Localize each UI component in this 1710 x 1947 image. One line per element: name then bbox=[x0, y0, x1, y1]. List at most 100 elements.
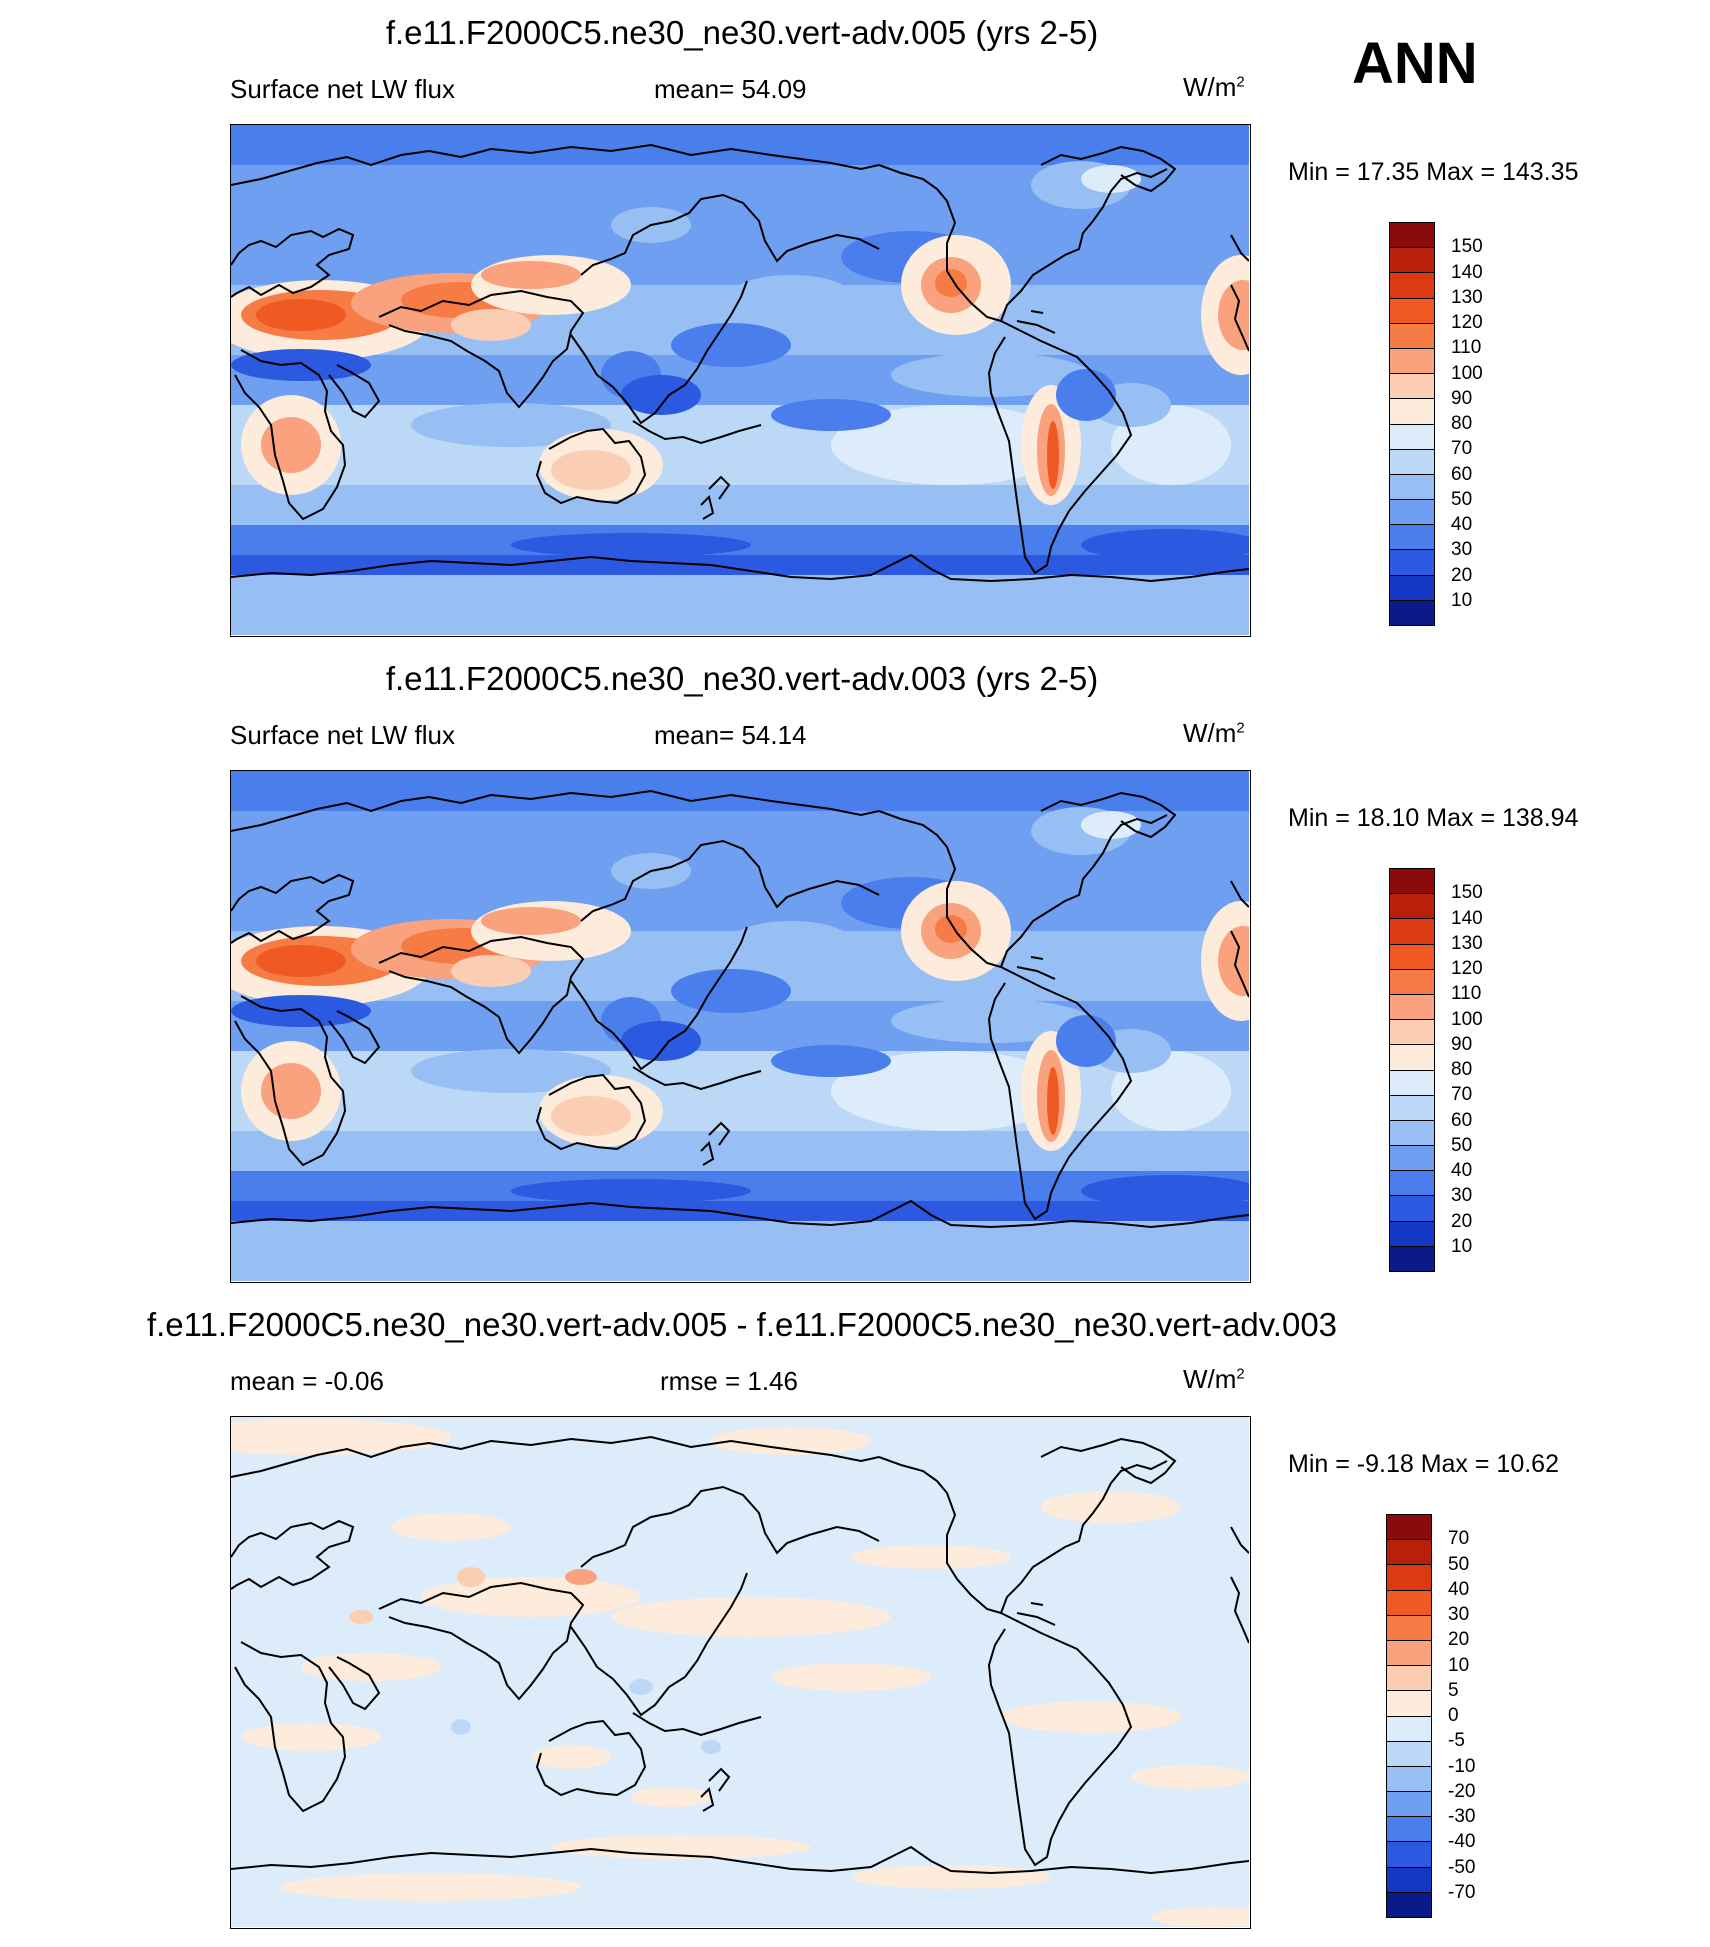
colorbar-tick-label: 10 bbox=[1451, 1235, 1473, 1257]
panel-title: f.e11.F2000C5.ne30_ne30.vert-adv.005 - f… bbox=[146, 1306, 1338, 1343]
min-max-label: Min = 17.35 Max = 143.35 bbox=[1288, 158, 1579, 186]
colorbar-box bbox=[1390, 1045, 1434, 1071]
colorbar-box bbox=[1390, 348, 1434, 375]
colorbar-tick-label: -50 bbox=[1448, 1856, 1476, 1878]
colorbar-tick-label: -20 bbox=[1448, 1780, 1476, 1802]
colorbar-box bbox=[1387, 1716, 1431, 1742]
map-plot bbox=[230, 124, 1251, 637]
colorbar-tick-label: 150 bbox=[1451, 236, 1483, 258]
colorbar-tick-label: 20 bbox=[1451, 564, 1473, 586]
colorbar-box bbox=[1390, 474, 1434, 501]
colorbar-tick-label: 70 bbox=[1451, 1084, 1473, 1106]
colorbar-box bbox=[1387, 1590, 1431, 1616]
colorbar-box bbox=[1390, 1070, 1434, 1096]
colorbar-box bbox=[1390, 600, 1434, 625]
colorbar-box bbox=[1390, 894, 1434, 920]
colorbar-box bbox=[1390, 374, 1434, 400]
min-max-label: Min = -9.18 Max = 10.62 bbox=[1288, 1450, 1559, 1478]
units-base: W/m bbox=[1183, 72, 1237, 102]
colorbar-box bbox=[1390, 1095, 1434, 1121]
colorbar-tick-label: 70 bbox=[1448, 1528, 1470, 1550]
panel-title: f.e11.F2000C5.ne30_ne30.vert-adv.005 (yr… bbox=[385, 14, 1099, 51]
colorbar-tick-label: 40 bbox=[1451, 1160, 1473, 1181]
colorbar-tick-label: 140 bbox=[1451, 907, 1483, 929]
colorbar-tick-label: 100 bbox=[1451, 362, 1483, 384]
colorbar-box bbox=[1390, 944, 1434, 970]
colorbar-box bbox=[1387, 1817, 1431, 1843]
colorbar-box bbox=[1387, 1867, 1431, 1893]
colorbar-box bbox=[1387, 1792, 1431, 1818]
colorbar-box bbox=[1390, 298, 1434, 324]
colorbar-box bbox=[1390, 550, 1434, 576]
colorbar-box bbox=[1390, 424, 1434, 450]
colorbar-box bbox=[1390, 994, 1434, 1021]
colorbar-box bbox=[1387, 1766, 1431, 1793]
colorbar-tick-label: 60 bbox=[1451, 1109, 1473, 1131]
colorbar-box bbox=[1390, 399, 1434, 425]
colorbar-tick-label: 40 bbox=[1448, 1578, 1470, 1600]
colorbar-box bbox=[1387, 1540, 1431, 1566]
colorbar-box bbox=[1390, 248, 1434, 274]
colorbar-tick-label: 30 bbox=[1451, 539, 1473, 561]
colorbar-box bbox=[1390, 323, 1434, 349]
map-plot bbox=[230, 1416, 1251, 1929]
colorbar-box bbox=[1390, 273, 1434, 299]
colorbar-tick-label: 130 bbox=[1451, 286, 1483, 308]
panel-left-label: Surface net LW flux bbox=[230, 720, 455, 750]
min-max-label: Min = 18.10 Max = 138.94 bbox=[1288, 804, 1579, 832]
colorbar-box bbox=[1390, 1221, 1434, 1247]
panel-units: W/m2 bbox=[1183, 1364, 1245, 1395]
colorbar-tick-label: 120 bbox=[1451, 958, 1483, 979]
colorbar-tick-label: 20 bbox=[1448, 1629, 1470, 1651]
colorbar-tick-label: 140 bbox=[1451, 261, 1483, 283]
colorbar-tick-label: 10 bbox=[1451, 589, 1473, 611]
colorbar-tick-label: -10 bbox=[1448, 1755, 1476, 1777]
colorbar-tick-label: 30 bbox=[1448, 1604, 1470, 1625]
map-plot bbox=[230, 770, 1251, 1283]
units-exponent: 2 bbox=[1236, 1365, 1245, 1383]
panel-center-label: mean= 54.09 bbox=[654, 74, 807, 104]
colorbar bbox=[1389, 868, 1435, 1272]
colorbar-tick-label: 120 bbox=[1451, 312, 1483, 333]
units-exponent: 2 bbox=[1236, 719, 1245, 737]
units-exponent: 2 bbox=[1236, 73, 1245, 91]
colorbar-tick-label: 80 bbox=[1451, 1059, 1473, 1080]
colorbar-tick-label: 5 bbox=[1448, 1679, 1459, 1701]
colorbar-tick-label: 50 bbox=[1448, 1553, 1470, 1575]
colorbar bbox=[1386, 1514, 1432, 1918]
colorbar-box bbox=[1390, 869, 1434, 895]
panel-center-label: rmse = 1.46 bbox=[660, 1366, 799, 1396]
colorbar-tick-label: 150 bbox=[1451, 882, 1483, 904]
panel-left-label: Surface net LW flux bbox=[230, 74, 455, 104]
colorbar-tick-label: 90 bbox=[1451, 1033, 1473, 1055]
panel-left-label: mean = -0.06 bbox=[230, 1366, 384, 1396]
colorbar-box bbox=[1390, 1020, 1434, 1046]
colorbar-tick-label: 100 bbox=[1451, 1008, 1483, 1030]
colorbar bbox=[1389, 222, 1435, 626]
units-base: W/m bbox=[1183, 718, 1237, 748]
colorbar-tick-label: 110 bbox=[1451, 337, 1482, 359]
colorbar-tick-label: 110 bbox=[1451, 983, 1482, 1005]
colorbar-tick-label: -5 bbox=[1448, 1730, 1465, 1752]
colorbar-tick-label: 40 bbox=[1451, 514, 1473, 535]
colorbar-box bbox=[1390, 1171, 1434, 1197]
panel-center-label: mean= 54.14 bbox=[654, 720, 807, 750]
colorbar-tick-label: 70 bbox=[1451, 438, 1473, 460]
colorbar-tick-label: 90 bbox=[1451, 387, 1473, 409]
panel-units: W/m2 bbox=[1183, 718, 1245, 749]
colorbar-box bbox=[1387, 1842, 1431, 1868]
colorbar-box bbox=[1390, 449, 1434, 475]
colorbar-box bbox=[1390, 1120, 1434, 1147]
colorbar-box bbox=[1390, 500, 1434, 526]
colorbar-box bbox=[1387, 1666, 1431, 1692]
season-label: ANN bbox=[1352, 31, 1478, 96]
colorbar-tick-label: -40 bbox=[1448, 1831, 1476, 1853]
colorbar-box bbox=[1390, 1196, 1434, 1222]
colorbar-box bbox=[1387, 1640, 1431, 1667]
colorbar-box bbox=[1387, 1741, 1431, 1767]
colorbar-tick-label: 50 bbox=[1451, 488, 1473, 510]
colorbar-box bbox=[1390, 969, 1434, 995]
colorbar-box bbox=[1387, 1515, 1431, 1541]
colorbar-box bbox=[1387, 1892, 1431, 1917]
colorbar-box bbox=[1390, 525, 1434, 551]
